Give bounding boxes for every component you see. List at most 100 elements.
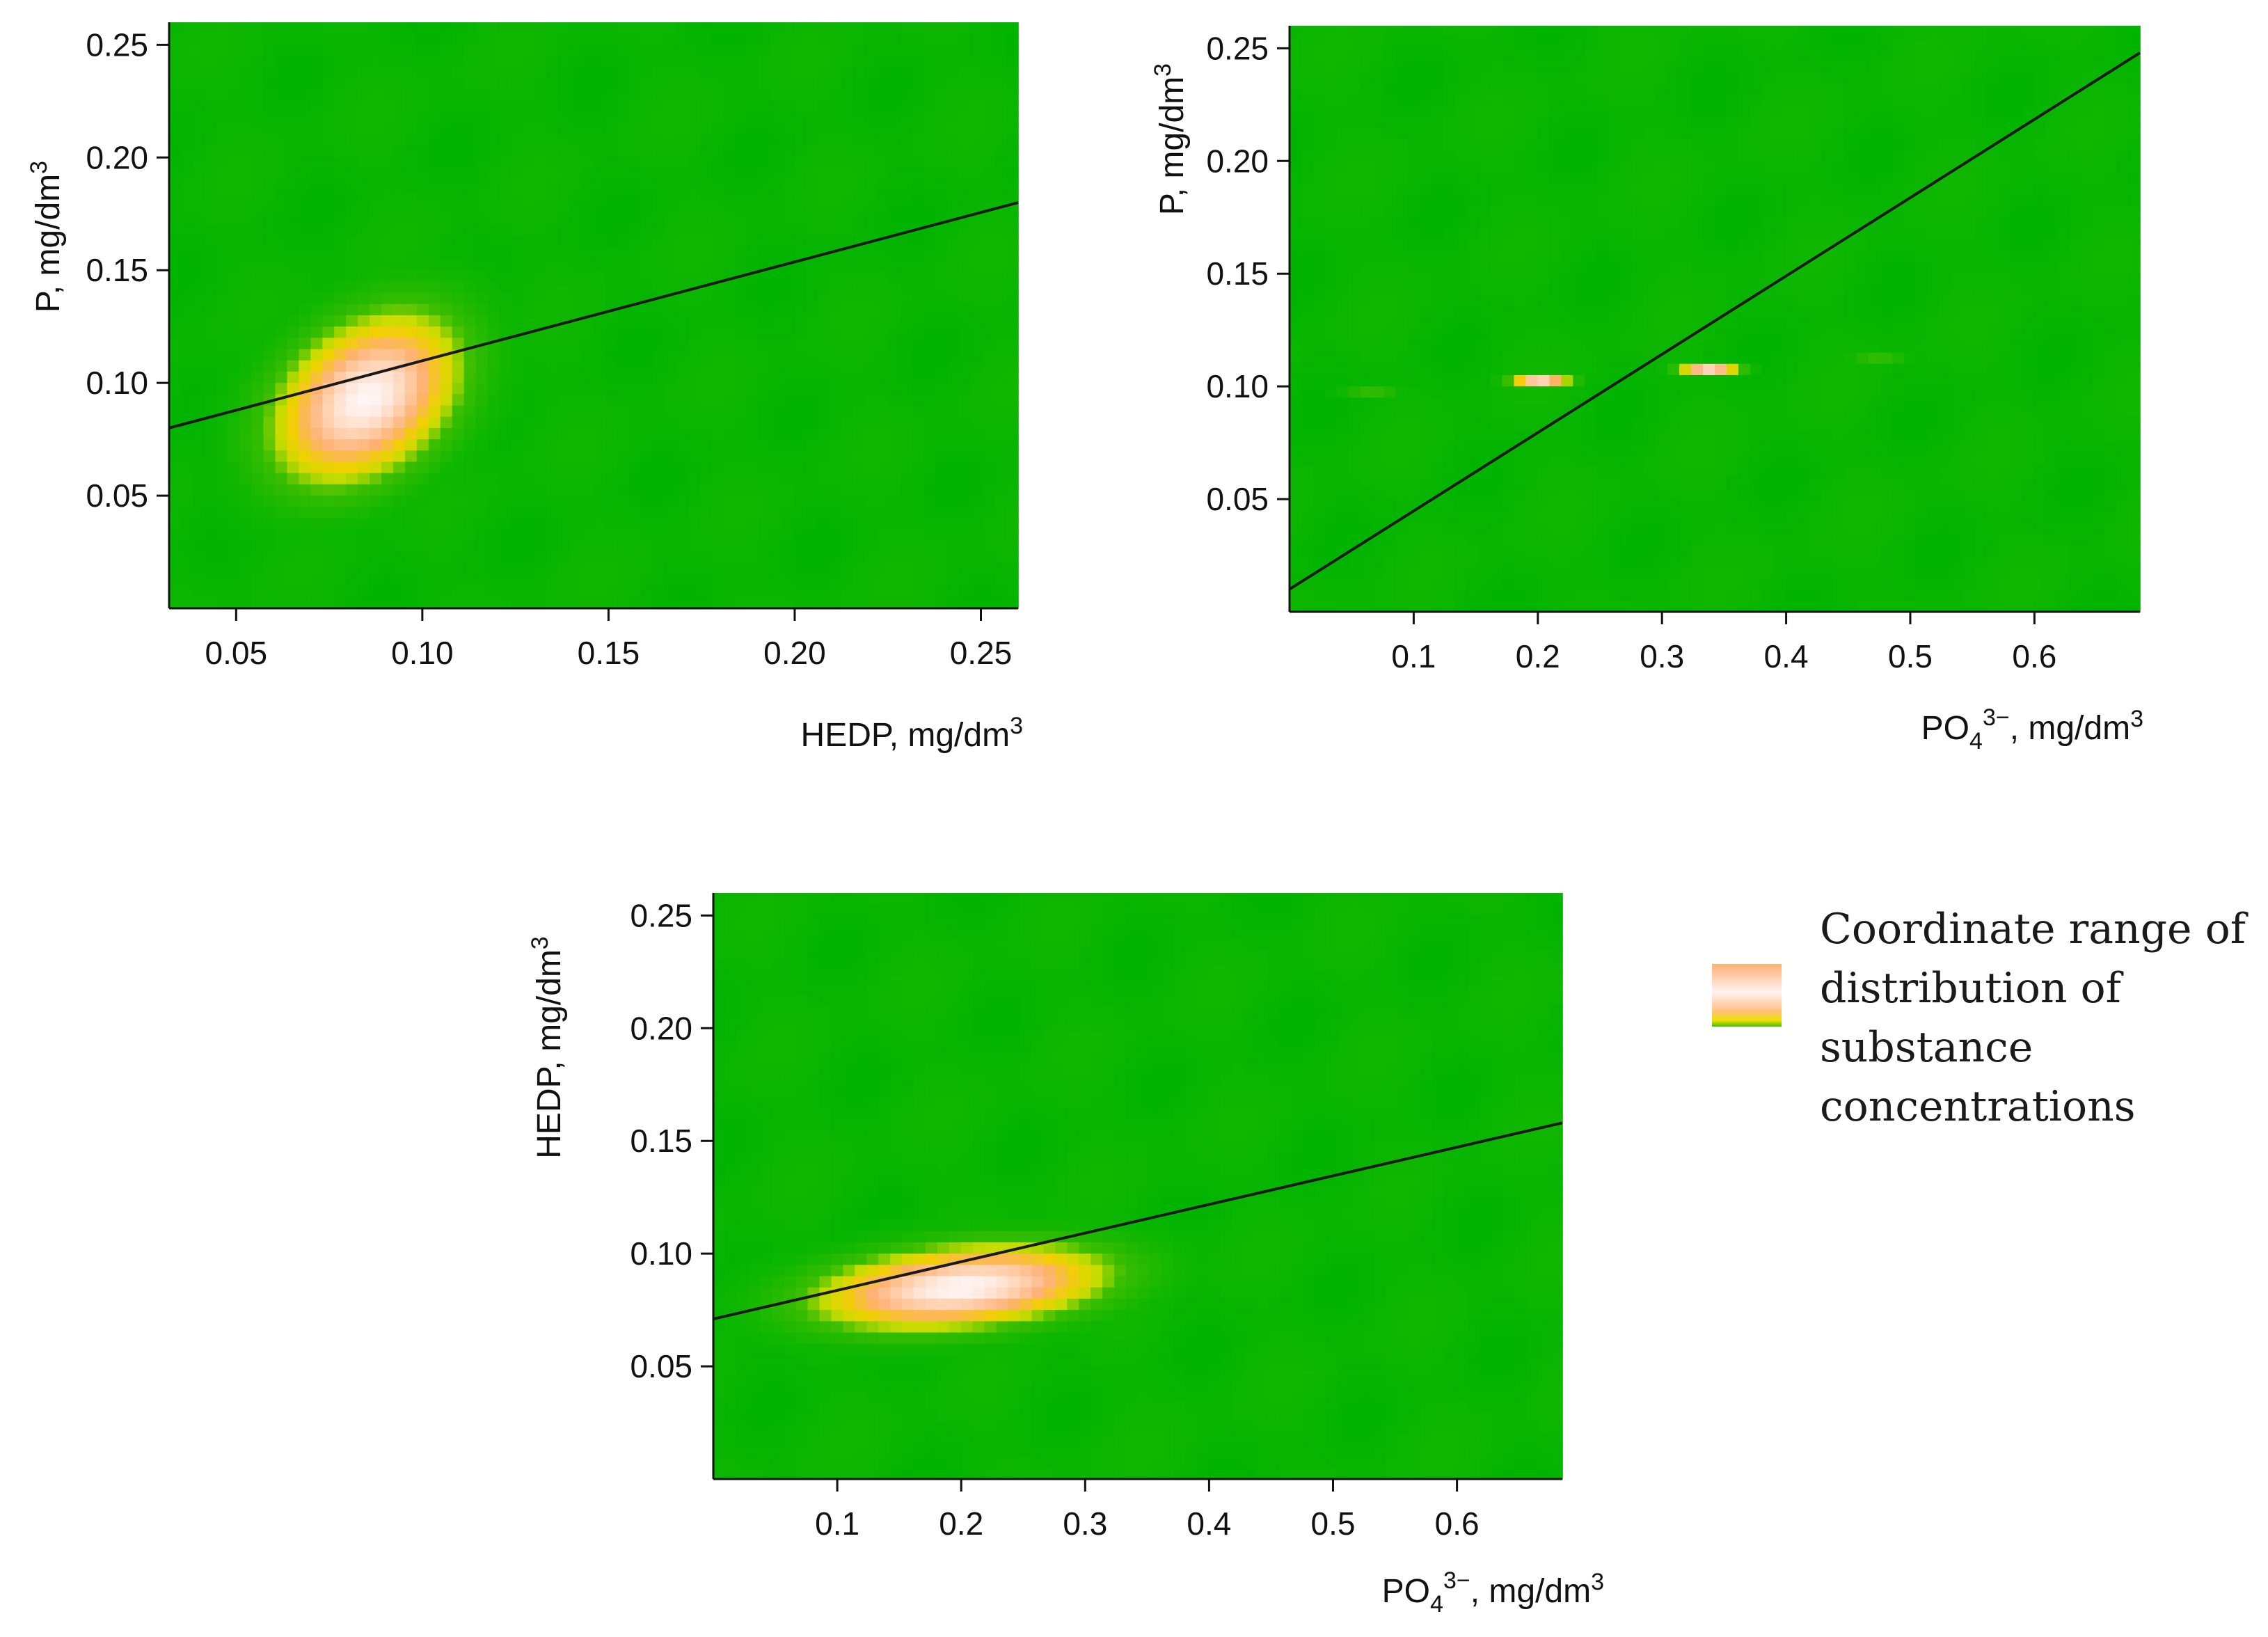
heatmap-cell: [546, 292, 559, 305]
heatmap-cell: [1336, 172, 1349, 184]
heatmap-cell: [1490, 544, 1503, 556]
heatmap-cell: [487, 236, 500, 248]
heatmap-cell: [1290, 116, 1302, 128]
heatmap-cell: [1561, 319, 1574, 331]
heatmap-cell: [180, 349, 193, 361]
heatmap-cell: [853, 101, 866, 113]
heatmap-cell: [452, 405, 465, 418]
heatmap-cell: [370, 540, 382, 553]
heatmap-cell: [770, 225, 783, 237]
heatmap-cell: [1290, 251, 1302, 263]
heatmap-cell: [251, 146, 264, 159]
heatmap-cell: [640, 45, 653, 57]
heatmap-cell: [688, 303, 701, 316]
heatmap-cell: [900, 360, 913, 372]
heatmap-cell: [1313, 363, 1326, 376]
heatmap-cell: [983, 371, 995, 383]
heatmap-cell: [794, 371, 807, 383]
heatmap-cell: [392, 518, 406, 530]
heatmap-cell: [570, 585, 582, 598]
heatmap-cell: [1313, 374, 1326, 387]
heatmap-cell: [817, 134, 830, 147]
heatmap-cell: [806, 496, 818, 508]
heatmap-cell: [1348, 239, 1361, 252]
heatmap-cell: [180, 540, 193, 553]
heatmap-cell: [947, 292, 960, 305]
heatmap-cell: [947, 270, 960, 283]
heatmap-cell: [534, 461, 548, 474]
heatmap-cell: [1537, 104, 1551, 117]
heatmap-cell: [169, 259, 182, 271]
heatmap-cell: [935, 123, 949, 136]
heatmap-cell: [370, 484, 382, 496]
heatmap-cell: [652, 134, 665, 147]
heatmap-cell: [876, 168, 889, 181]
heatmap-cell: [440, 56, 453, 68]
regression-line-top-left: [168, 201, 1019, 429]
heatmap-cell: [287, 303, 300, 316]
y-tick-label: 0.15: [86, 252, 148, 288]
heatmap-cell: [1466, 70, 1480, 83]
heatmap-cell: [640, 303, 653, 316]
heatmap-cell: [806, 563, 818, 576]
heatmap-cell: [251, 507, 264, 519]
heatmap-cell: [605, 90, 618, 102]
heatmap-cell: [275, 112, 288, 125]
heatmap-cell: [983, 563, 995, 576]
heatmap-cell: [794, 360, 807, 372]
heatmap-cell: [487, 67, 500, 79]
heatmap-cell: [511, 67, 524, 79]
heatmap-cell: [1431, 420, 1444, 432]
heatmap-cell: [1348, 81, 1361, 94]
heatmap-cell: [523, 191, 536, 203]
heatmap-cell: [228, 22, 241, 34]
heatmap-cell: [711, 596, 724, 609]
heatmap-cell: [1549, 443, 1562, 455]
heatmap-cell: [935, 90, 949, 102]
heatmap-cell: [1454, 374, 1468, 387]
heatmap-cell: [1290, 476, 1302, 489]
heatmap-cell: [204, 585, 217, 598]
heatmap-cell: [1290, 386, 1302, 399]
heatmap-cell: [770, 461, 783, 474]
heatmap-cell: [216, 416, 229, 429]
heatmap-cell: [452, 394, 465, 406]
heatmap-cell: [204, 214, 217, 226]
heatmap-cell: [876, 394, 889, 406]
heatmap-cell: [853, 484, 866, 496]
heatmap-cell: [759, 552, 771, 564]
heatmap-cell: [287, 450, 300, 463]
heatmap-cell: [346, 507, 358, 519]
heatmap-cell: [959, 101, 972, 113]
heatmap-cell: [664, 214, 677, 226]
heatmap-cell: [251, 326, 264, 339]
heatmap-cell: [1490, 443, 1503, 455]
heatmap-cell: [983, 461, 995, 474]
heatmap-cell: [853, 574, 866, 587]
heatmap-cell: [1324, 487, 1338, 500]
heatmap-cell: [794, 90, 807, 102]
heatmap-cell: [1360, 70, 1373, 83]
heatmap-cell: [676, 22, 689, 34]
heatmap-cell: [676, 292, 689, 305]
heatmap-cell: [1372, 194, 1385, 207]
heatmap-cell: [169, 484, 182, 496]
heatmap-cell: [1383, 251, 1397, 263]
heatmap-cell: [1383, 454, 1397, 466]
heatmap-cell: [935, 168, 949, 181]
heatmap-cell: [392, 123, 406, 136]
heatmap-cell: [759, 484, 771, 496]
heatmap-cell: [900, 518, 913, 530]
heatmap-cell: [310, 78, 324, 90]
heatmap-cell: [192, 450, 205, 463]
heatmap-cell: [817, 270, 830, 283]
heatmap-cell: [759, 427, 771, 440]
heatmap-cell: [853, 563, 866, 576]
heatmap-cell: [664, 518, 677, 530]
heatmap-cell: [1290, 138, 1302, 150]
heatmap-cell: [1348, 465, 1361, 477]
heatmap-cell: [1336, 262, 1349, 275]
heatmap-cell: [322, 134, 335, 147]
heatmap-cell: [523, 33, 536, 46]
heatmap-cell: [428, 134, 441, 147]
